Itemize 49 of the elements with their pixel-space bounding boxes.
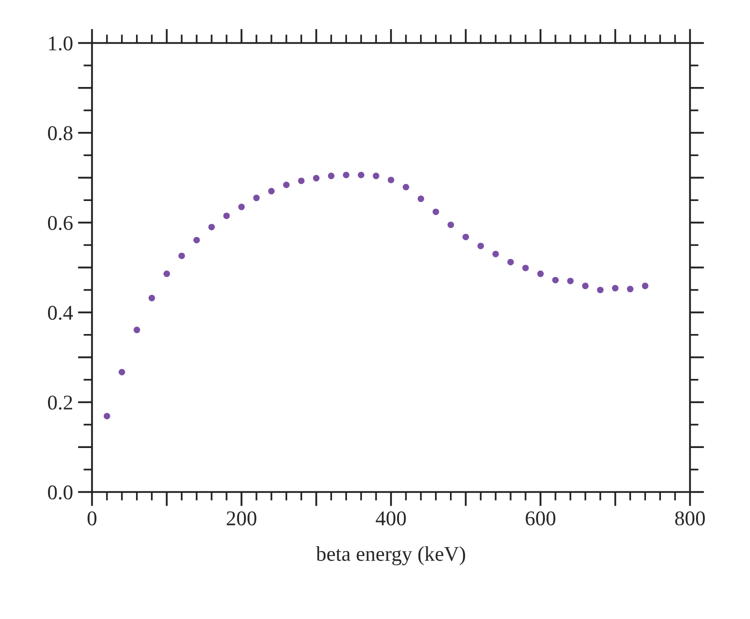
point <box>477 242 484 250</box>
x-axis-title: beta energy (keV) <box>316 546 466 566</box>
point <box>328 172 334 180</box>
x-tick-label: 0 <box>88 511 96 526</box>
point <box>537 270 544 278</box>
point <box>342 172 350 178</box>
point <box>597 286 604 294</box>
point <box>358 172 364 178</box>
point <box>238 204 245 210</box>
point <box>372 172 380 180</box>
point <box>567 278 574 284</box>
y-tick-label: 0.8 <box>48 126 72 140</box>
point <box>134 326 140 334</box>
point <box>253 194 260 202</box>
point <box>492 250 499 258</box>
point <box>148 294 156 302</box>
point <box>552 276 559 284</box>
point <box>612 284 619 292</box>
point <box>312 174 320 182</box>
point <box>507 258 514 266</box>
y-tick-label: 0.6 <box>48 216 73 230</box>
point <box>642 282 648 290</box>
point <box>448 222 454 228</box>
point <box>626 286 634 292</box>
point <box>283 182 290 188</box>
point <box>104 412 110 420</box>
point <box>402 184 410 190</box>
point <box>462 234 470 240</box>
point <box>418 196 424 202</box>
point <box>193 236 200 244</box>
y-tick-label: 0.0 <box>48 485 72 500</box>
point <box>163 270 170 278</box>
y-tick-label: 0.2 <box>48 396 72 410</box>
x-tick-label: 600 <box>526 511 556 526</box>
point <box>388 176 394 184</box>
point <box>582 282 589 290</box>
point <box>118 368 126 376</box>
point <box>268 188 275 194</box>
x-tick-label: 400 <box>376 511 406 526</box>
point <box>178 252 185 260</box>
point <box>223 212 230 220</box>
x-tick-label: 800 <box>675 511 705 526</box>
point <box>208 224 215 230</box>
point <box>432 208 440 216</box>
y-tick-label: 0.4 <box>48 306 73 320</box>
x-tick-label: 200 <box>226 511 256 526</box>
y-tick-label: 1.0 <box>49 36 72 51</box>
point <box>298 178 305 184</box>
point <box>522 264 529 272</box>
